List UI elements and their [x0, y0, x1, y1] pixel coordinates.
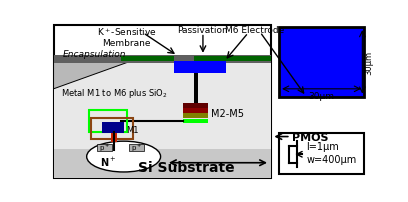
- Bar: [111, 133, 117, 142]
- Text: M6 Electrode: M6 Electrode: [225, 26, 284, 35]
- Text: Si Substrate: Si Substrate: [138, 160, 235, 174]
- Text: 30μm: 30μm: [365, 50, 374, 75]
- Bar: [183, 104, 208, 108]
- Bar: [183, 114, 208, 119]
- Bar: [102, 122, 124, 133]
- Bar: [53, 26, 271, 178]
- Text: w=400μm: w=400μm: [306, 154, 356, 164]
- Bar: [183, 119, 208, 124]
- Bar: [53, 59, 271, 149]
- Bar: [279, 134, 364, 174]
- Bar: [174, 62, 226, 74]
- Bar: [53, 149, 271, 178]
- Bar: [129, 145, 144, 152]
- Bar: [97, 145, 112, 152]
- Text: p$^+$: p$^+$: [99, 142, 110, 154]
- Text: p$^+$: p$^+$: [131, 142, 142, 154]
- Bar: [279, 28, 364, 97]
- Text: Metal M1 to M6 plus SiO$_2$: Metal M1 to M6 plus SiO$_2$: [61, 87, 168, 100]
- Text: N$^+$: N$^+$: [100, 155, 116, 168]
- Bar: [194, 74, 197, 117]
- Bar: [195, 56, 271, 62]
- Text: Passivation: Passivation: [177, 26, 228, 35]
- Polygon shape: [53, 26, 135, 89]
- Text: l=1μm: l=1μm: [306, 141, 339, 151]
- Bar: [183, 108, 208, 113]
- Bar: [53, 56, 271, 63]
- Text: 30μm: 30μm: [308, 92, 335, 101]
- Text: M2-M5: M2-M5: [211, 109, 244, 119]
- Text: M1: M1: [126, 125, 138, 135]
- Text: K$^+$-Sensitive
Membrane: K$^+$-Sensitive Membrane: [97, 26, 157, 48]
- Bar: [121, 56, 174, 62]
- Text: PMOS: PMOS: [292, 132, 329, 142]
- Bar: [91, 119, 133, 139]
- Bar: [89, 111, 127, 132]
- Text: Encapsulation: Encapsulation: [63, 50, 126, 59]
- Ellipse shape: [86, 141, 161, 172]
